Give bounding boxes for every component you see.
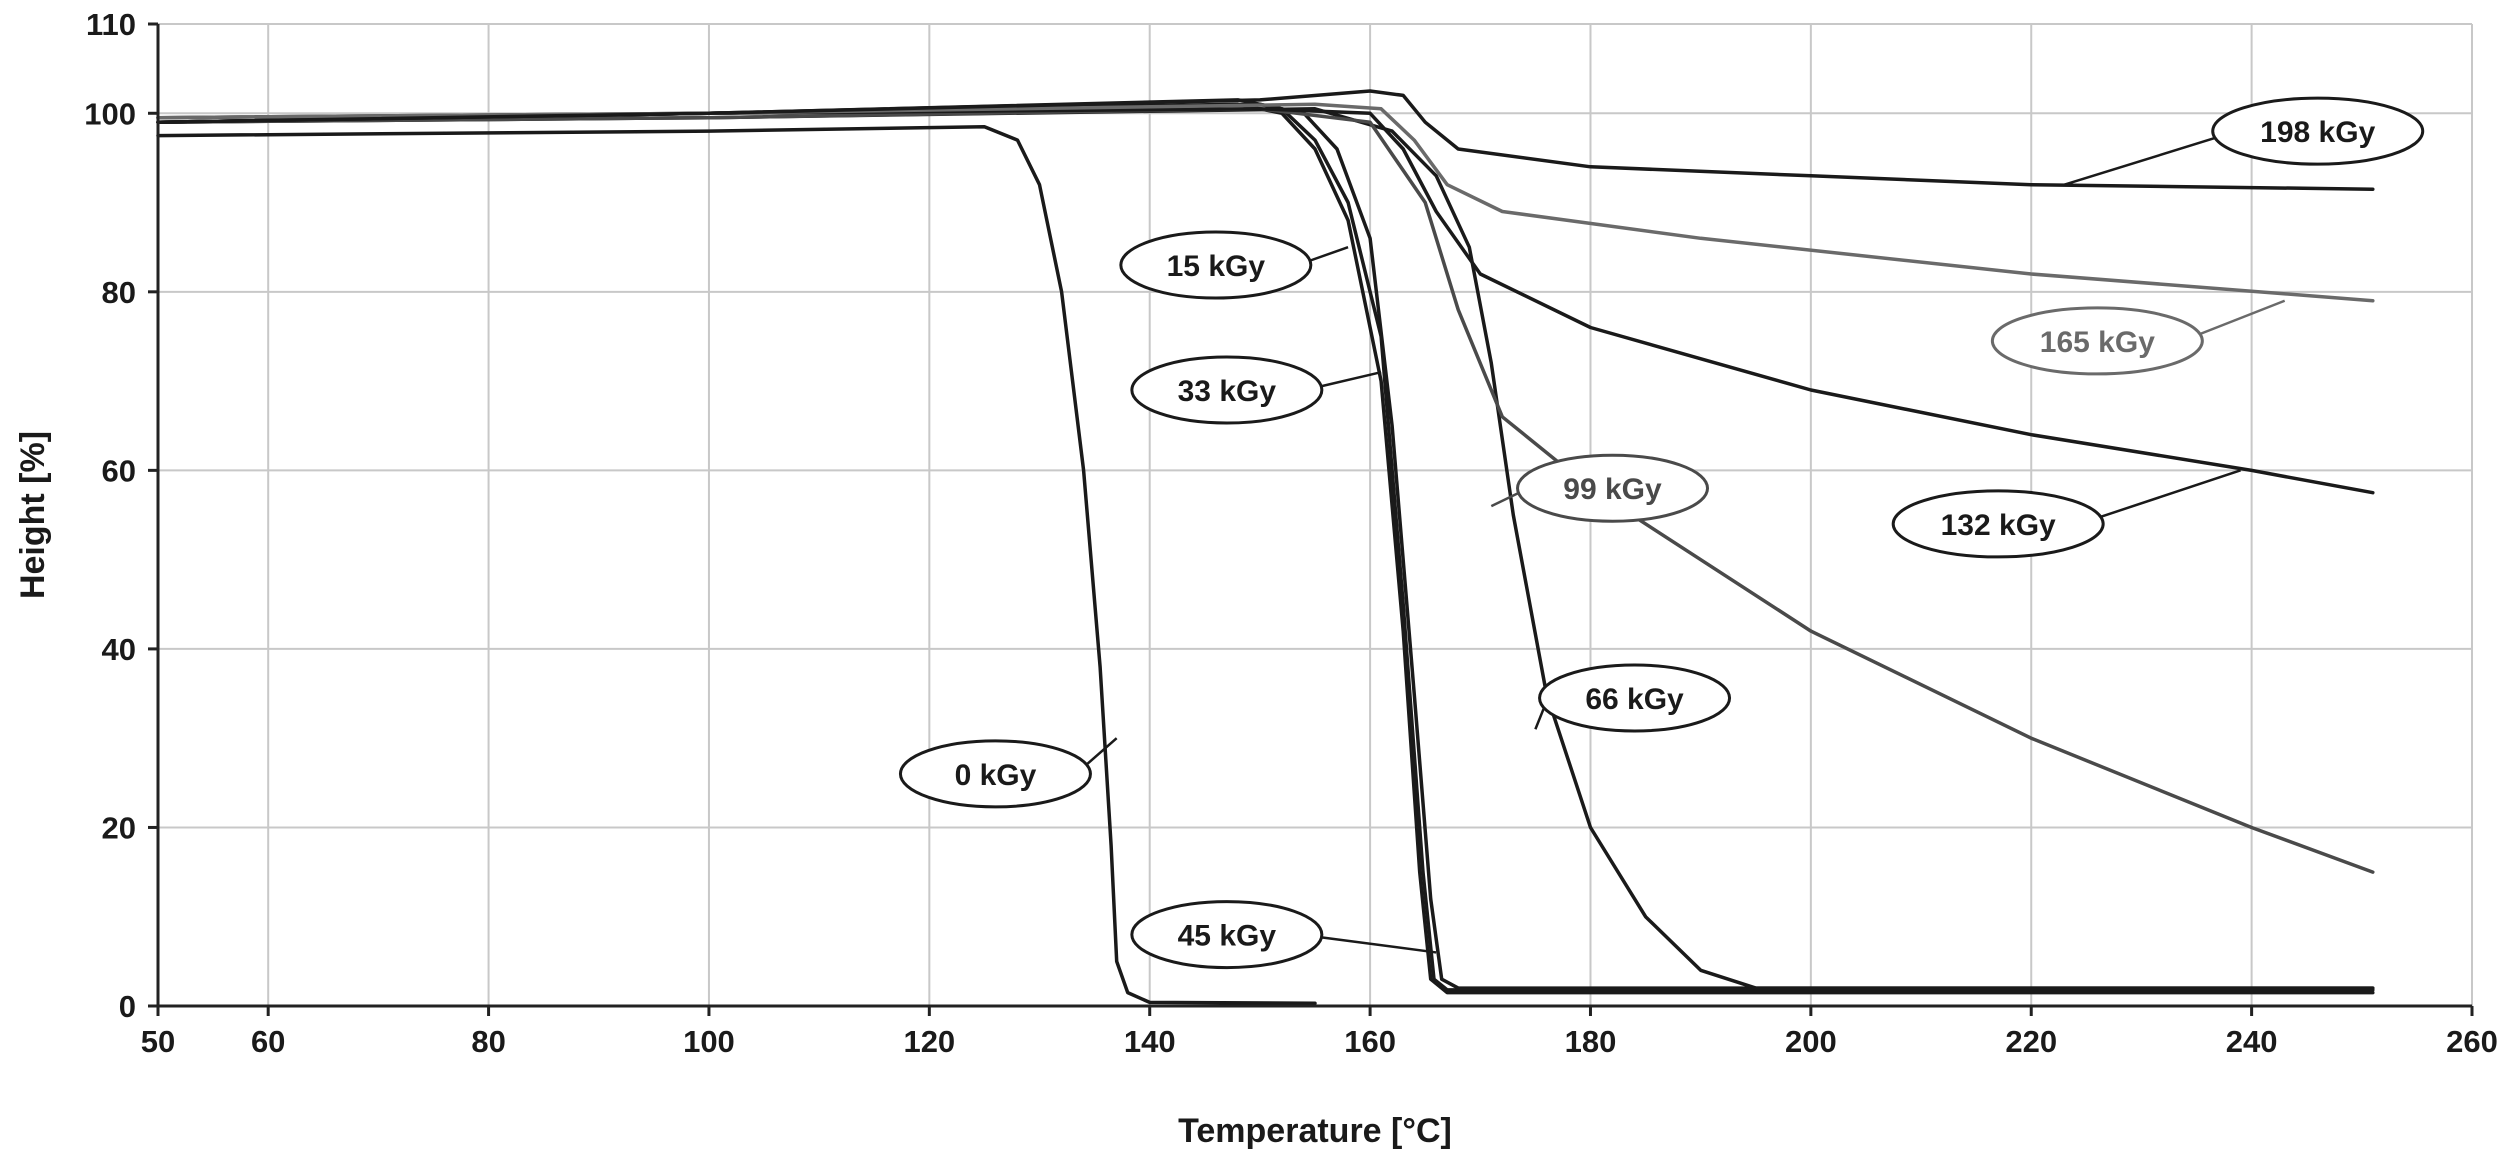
callout-198-kgy: 198 kGy: [2063, 96, 2425, 186]
x-tick-label: 220: [2005, 1024, 2057, 1059]
axes: [156, 24, 2472, 1008]
x-tick-label: 50: [141, 1024, 175, 1059]
callout-pointer: [2100, 469, 2241, 518]
callout-bubble: [1516, 453, 1710, 523]
callout-label: 66 kGy: [1585, 683, 1684, 716]
callout-bubble: [1538, 663, 1732, 733]
series-line-132-kgy: [156, 107, 2375, 495]
x-tick-label: 240: [2226, 1024, 2278, 1059]
callout-165-kgy: 165 kGy: [1990, 299, 2286, 376]
series-line-165-kgy: [156, 102, 2375, 303]
x-tick-label: 80: [471, 1024, 505, 1059]
callout-66-kgy: 66 kGy: [1534, 663, 1732, 733]
x-tick-label: 120: [903, 1024, 955, 1059]
x-tick-label: 260: [2446, 1024, 2498, 1059]
callout-bubble: [898, 739, 1092, 809]
callout-bubble: [2211, 96, 2425, 166]
callout-bubble: [1119, 230, 1313, 300]
x-tick-label: 160: [1344, 1024, 1396, 1059]
callout-pointer: [2199, 299, 2286, 336]
callout-pointer: [2063, 136, 2216, 186]
y-tick-label: 60: [102, 453, 136, 488]
callout-bubble: [1130, 900, 1324, 970]
callout-33-kgy: 33 kGy: [1130, 355, 1382, 425]
series-line-198-kgy: [156, 89, 2375, 191]
y-axis-title: Height [%]: [14, 431, 52, 599]
callout-99-kgy: 99 kGy: [1490, 453, 1710, 523]
callout-label: 45 kGy: [1178, 920, 1277, 953]
x-tick-label: 60: [251, 1024, 285, 1059]
y-tick-label: 40: [102, 632, 136, 667]
callout-bubble: [1130, 355, 1324, 425]
callout-bubble: [1990, 306, 2204, 376]
y-tick-label: 0: [119, 989, 136, 1024]
callout-pointer: [1321, 936, 1437, 954]
callout-132-kgy: 132 kGy: [1891, 469, 2241, 559]
callout-45-kgy: 45 kGy: [1130, 900, 1437, 970]
callout-label: 15 kGy: [1167, 250, 1266, 283]
callout-label: 0 kGy: [955, 759, 1037, 792]
x-tick-label: 100: [683, 1024, 735, 1059]
callout-pointer: [1534, 707, 1546, 730]
x-tick-label: 200: [1785, 1024, 1837, 1059]
callout-label: 198 kGy: [2260, 116, 2375, 149]
y-tick-label: 110: [86, 7, 136, 42]
x-tick-label: 180: [1565, 1024, 1617, 1059]
callout-label: 33 kGy: [1178, 375, 1277, 408]
y-tick-label: 20: [102, 810, 136, 845]
x-axis-title: Temperature [°C]: [1178, 1112, 1452, 1150]
callout-label: 99 kGy: [1563, 473, 1662, 506]
series-line-0-kgy: [156, 124, 1317, 1006]
y-tick-label: 100: [84, 96, 136, 131]
series-callouts: 0 kGy 15 kGy 33 kGy 45 kGy 66 kGy 99 kGy 132 k…: [898, 96, 2425, 970]
callout-label: 132 kGy: [1941, 509, 2056, 542]
callout-15-kgy: 15 kGy: [1119, 230, 1349, 300]
callout-pointer: [1490, 491, 1520, 508]
callout-pointer: [1309, 246, 1349, 262]
callout-bubble: [1891, 489, 2105, 559]
callout-0-kgy: 0 kGy: [898, 737, 1118, 809]
tick-labels: 50 60 80 100 120 140 160 180 200 220 240 260 0 20 40 60…: [84, 7, 2498, 1059]
callout-label: 165 kGy: [2040, 326, 2155, 359]
callout-pointer: [1085, 737, 1118, 766]
data-series: [156, 89, 2375, 1006]
callout-pointer: [1320, 370, 1382, 388]
x-tick-label: 140: [1124, 1024, 1176, 1059]
y-tick-label: 80: [102, 275, 136, 310]
